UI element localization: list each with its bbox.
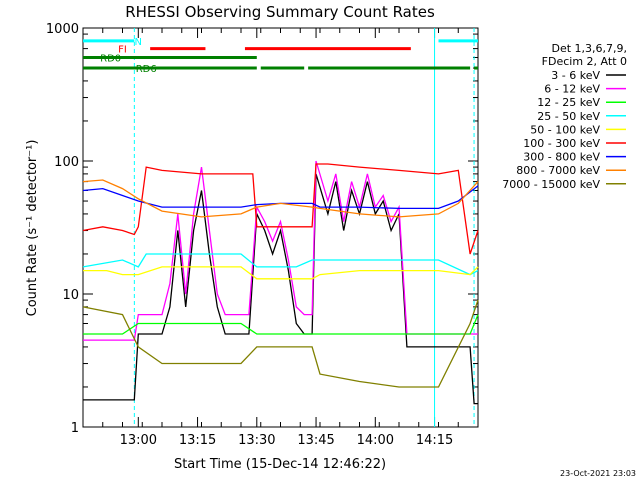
y-tick-label: 100 <box>54 155 79 170</box>
legend-label: 50 - 100 keV <box>530 123 600 136</box>
legend-label: 12 - 25 keV <box>537 96 600 109</box>
series-line <box>82 253 479 276</box>
legend-header-2: FDecim 2, Att 0 <box>542 55 627 68</box>
series-line <box>82 185 479 210</box>
series-line <box>83 160 478 341</box>
y-tick-label: 10 <box>62 288 79 303</box>
legend-label: 800 - 7000 keV <box>516 164 600 177</box>
x-tick-label: 13:30 <box>238 433 275 448</box>
series-line <box>83 266 479 280</box>
x-tick-label: 13:00 <box>120 433 157 448</box>
legend-label: 7000 - 15000 keV <box>502 178 600 191</box>
y-tick-label: 1000 <box>46 22 79 37</box>
legend-label: 300 - 800 keV <box>523 151 600 164</box>
series-line <box>83 314 479 335</box>
flag-label: RD6 <box>136 64 157 75</box>
x-tick-label: 13:45 <box>297 433 334 448</box>
x-tick-label: 14:15 <box>416 433 453 448</box>
flag-label: RD0 <box>100 54 121 65</box>
legend-label: 100 - 300 keV <box>523 137 600 150</box>
x-axis-label: Start Time (15-Dec-14 12:46:22) <box>174 457 386 472</box>
legend-label: 25 - 50 keV <box>537 110 600 123</box>
legend-label: 6 - 12 keV <box>544 83 600 96</box>
flag-label: FI <box>118 45 127 56</box>
series-line <box>82 179 479 218</box>
series-line <box>83 173 478 405</box>
plot-frame <box>82 27 479 428</box>
x-tick-label: 13:15 <box>179 433 216 448</box>
timestamp: 23-Oct-2021 23:03 <box>560 469 636 478</box>
y-tick-label: 1 <box>71 421 79 436</box>
chart-title: RHESSI Observing Summary Count Rates <box>125 3 435 21</box>
legend-header-1: Det 1,3,6,7,9, <box>551 42 627 55</box>
plot-area: 1 10 100 1000 13:00 13:15 13:30 13:45 14:00 14:15… <box>46 22 479 448</box>
series-line <box>82 299 479 388</box>
x-tick-label: 14:00 <box>357 433 394 448</box>
legend-label: 3 - 6 keV <box>551 69 600 82</box>
y-axis-label: Count Rate (s⁻¹ detector⁻¹) <box>25 140 40 317</box>
series-line <box>82 163 479 255</box>
flag-label: N <box>135 37 142 48</box>
